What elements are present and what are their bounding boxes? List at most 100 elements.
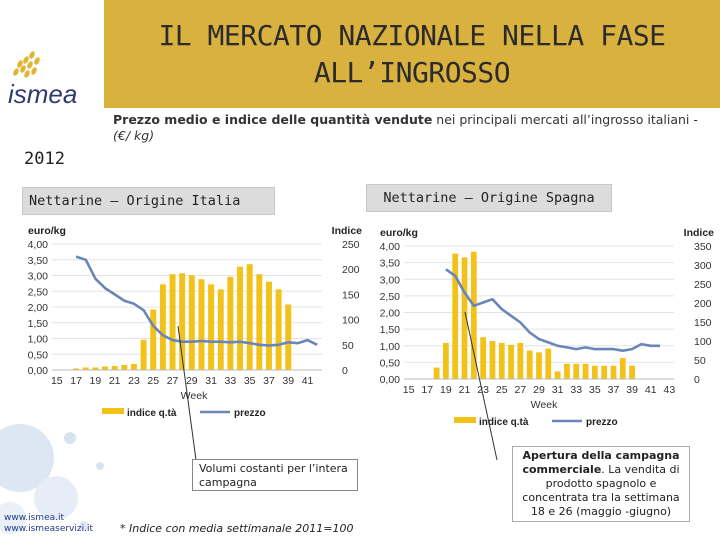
bar bbox=[573, 363, 580, 379]
bar bbox=[443, 342, 449, 379]
link-ismeaservizi[interactable]: www.ismeaservizi.it bbox=[4, 524, 93, 534]
chart-spagna: 0,00 0,50 1,00 1,50 2,00 2,50 3,00 3,50 4,00 0 50 1… bbox=[380, 227, 715, 428]
x-tick: 31 bbox=[552, 384, 564, 396]
link-ismea[interactable]: www.ismea.it bbox=[4, 513, 65, 523]
x-tick: 35 bbox=[244, 375, 256, 387]
bar bbox=[545, 348, 552, 379]
x-tick: 25 bbox=[147, 375, 159, 387]
bar bbox=[601, 365, 608, 379]
x-tick: 19 bbox=[440, 384, 452, 396]
chart-label-spagna: Nettarine – Origine Spagna bbox=[366, 184, 612, 212]
bar bbox=[73, 368, 80, 370]
y-tick-left: 1,00 bbox=[28, 334, 49, 346]
y-tick-left: 3,00 bbox=[380, 274, 401, 286]
y-tick-right: 100 bbox=[342, 315, 360, 327]
chart-italia: 0,00 0,50 1,00 1,50 2,00 2,50 3,00 3,50 4,00 0 50 1… bbox=[28, 225, 363, 419]
bar bbox=[275, 289, 282, 370]
y-tick-right: 300 bbox=[694, 260, 712, 272]
series-line-prezzo bbox=[445, 268, 660, 352]
chart-label-italia: Nettarine – Origine Italia bbox=[22, 187, 275, 215]
x-tick: 27 bbox=[515, 384, 527, 396]
bar bbox=[265, 281, 272, 370]
logo-text: ismea bbox=[8, 79, 77, 109]
year-label: 2012 bbox=[24, 149, 65, 169]
callout-apertura-bold: Apertura della campagna commerciale bbox=[522, 449, 680, 476]
y-tick-left: 4,00 bbox=[380, 241, 401, 253]
x-tick: 27 bbox=[167, 375, 179, 387]
bar bbox=[179, 273, 186, 370]
page-title: IL MERCATO NAZIONALE NELLA FASE ALL’INGR… bbox=[158, 19, 666, 89]
bar bbox=[237, 266, 244, 370]
bar bbox=[582, 363, 589, 379]
x-tick: 35 bbox=[589, 384, 601, 396]
y-tick-left: 0,50 bbox=[28, 349, 49, 361]
bar bbox=[508, 344, 514, 379]
x-tick: 17 bbox=[70, 375, 82, 387]
x-tick: 23 bbox=[128, 375, 140, 387]
callout-apertura: Apertura della campagna commerciale. La … bbox=[512, 446, 690, 522]
y-tick-left: 4,00 bbox=[28, 239, 49, 251]
bar bbox=[130, 363, 137, 370]
bar bbox=[536, 352, 542, 379]
x-tick: 43 bbox=[664, 384, 676, 396]
y-tick-left: 3,50 bbox=[28, 255, 49, 267]
y-tick-right: 0 bbox=[342, 365, 348, 377]
x-tick: 39 bbox=[626, 384, 638, 396]
x-tick: 41 bbox=[302, 375, 314, 387]
bar bbox=[256, 274, 263, 370]
y-tick-left: 1,00 bbox=[380, 341, 401, 353]
x-tick: 21 bbox=[459, 384, 471, 396]
y-tick-left: 3,50 bbox=[380, 258, 401, 270]
y-tick-right: 50 bbox=[694, 355, 706, 367]
footer-links: www.ismea.it www.ismeaservizi.it bbox=[4, 513, 93, 535]
y-axis-label-right: Indice bbox=[684, 227, 715, 239]
y-tick-left: 0,00 bbox=[28, 365, 49, 377]
y-tick-left: 2,50 bbox=[28, 286, 49, 298]
y-tick-left: 2,00 bbox=[380, 308, 401, 320]
y-tick-right: 0 bbox=[694, 374, 700, 386]
x-tick: 37 bbox=[263, 375, 275, 387]
y-axis-label-left: euro/kg bbox=[28, 225, 66, 237]
bar bbox=[159, 284, 166, 370]
bar bbox=[150, 309, 157, 370]
legend-label-indice: indice q.tà bbox=[479, 417, 529, 428]
y-tick-right: 200 bbox=[342, 264, 360, 276]
bar bbox=[82, 367, 89, 370]
x-tick: 31 bbox=[205, 375, 217, 387]
y-tick-left: 2,50 bbox=[380, 291, 401, 303]
bar bbox=[498, 342, 505, 379]
x-tick: 15 bbox=[51, 375, 63, 387]
bar bbox=[169, 274, 176, 370]
y-tick-left: 0,50 bbox=[380, 357, 401, 369]
y-tick-left: 2,00 bbox=[28, 302, 49, 314]
bar bbox=[217, 289, 224, 370]
callout-apertura-rest: . La vendita di prodotto spagnolo e conc… bbox=[522, 463, 680, 518]
y-axis-label-right: Indice bbox=[332, 225, 363, 237]
x-axis-label: Week bbox=[531, 399, 558, 411]
x-tick: 29 bbox=[186, 375, 198, 387]
bar bbox=[564, 363, 570, 379]
footnote: * Indice con media settimanale 2011=100 bbox=[120, 522, 354, 535]
bar bbox=[517, 342, 524, 379]
ismea-logo: ismea bbox=[8, 51, 77, 109]
bar bbox=[208, 284, 215, 370]
bar bbox=[461, 257, 468, 379]
subtitle-bold: Prezzo medio e indice delle quantità ven… bbox=[113, 112, 433, 127]
bar bbox=[102, 366, 109, 370]
bar bbox=[591, 365, 598, 379]
bar bbox=[489, 341, 496, 379]
y-tick-right: 50 bbox=[342, 340, 354, 352]
subtitle-rest: nei principali mercati all’ingrosso ital… bbox=[432, 112, 698, 127]
x-tick: 41 bbox=[645, 384, 657, 396]
bar bbox=[227, 276, 234, 370]
y-tick-right: 150 bbox=[694, 317, 712, 329]
y-tick-right: 100 bbox=[694, 336, 712, 348]
bar bbox=[92, 367, 99, 370]
x-axis-label: Week bbox=[181, 390, 208, 402]
bar bbox=[246, 264, 253, 370]
y-axis-label-left: euro/kg bbox=[380, 227, 418, 239]
x-tick: 37 bbox=[608, 384, 620, 396]
y-tick-right: 350 bbox=[694, 241, 712, 253]
series-line-prezzo bbox=[75, 255, 318, 347]
decorative-bubbles bbox=[0, 424, 104, 534]
